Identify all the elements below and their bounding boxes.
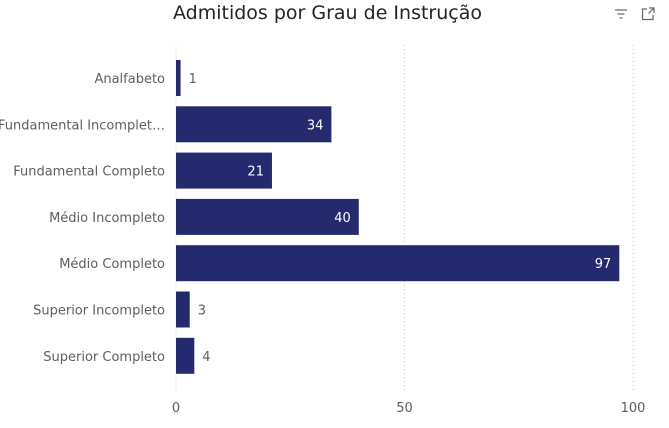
category-label: Analfabeto xyxy=(94,72,165,87)
bar[interactable] xyxy=(176,106,332,143)
x-tick-label: 50 xyxy=(396,401,413,416)
x-tick-label: 100 xyxy=(621,401,646,416)
chart-title: Admitidos por Grau de Instrução xyxy=(172,2,482,24)
data-label: 21 xyxy=(247,165,264,180)
bar[interactable] xyxy=(176,152,272,189)
bar[interactable] xyxy=(176,60,181,96)
category-label: Fundamental Completo xyxy=(13,165,165,180)
category-label: Médio Incompleto xyxy=(49,211,165,226)
data-label: 1 xyxy=(189,72,197,87)
category-label: Fundamental Incomplet… xyxy=(0,118,165,133)
filter-icon[interactable] xyxy=(614,7,628,21)
data-label: 34 xyxy=(307,118,324,133)
bar[interactable] xyxy=(176,337,195,374)
bar[interactable] xyxy=(176,245,620,282)
data-label: 97 xyxy=(595,257,612,272)
category-label: Superior Completo xyxy=(43,350,165,365)
data-label: 3 xyxy=(198,304,206,319)
focus-mode-icon[interactable] xyxy=(641,7,655,21)
category-label: Superior Incompleto xyxy=(33,304,165,319)
data-label: 4 xyxy=(202,350,210,365)
x-tick-label: 0 xyxy=(172,401,180,416)
bar[interactable] xyxy=(176,291,190,328)
data-label: 40 xyxy=(334,211,351,226)
category-label: Médio Completo xyxy=(59,257,165,272)
bar[interactable] xyxy=(176,198,359,235)
